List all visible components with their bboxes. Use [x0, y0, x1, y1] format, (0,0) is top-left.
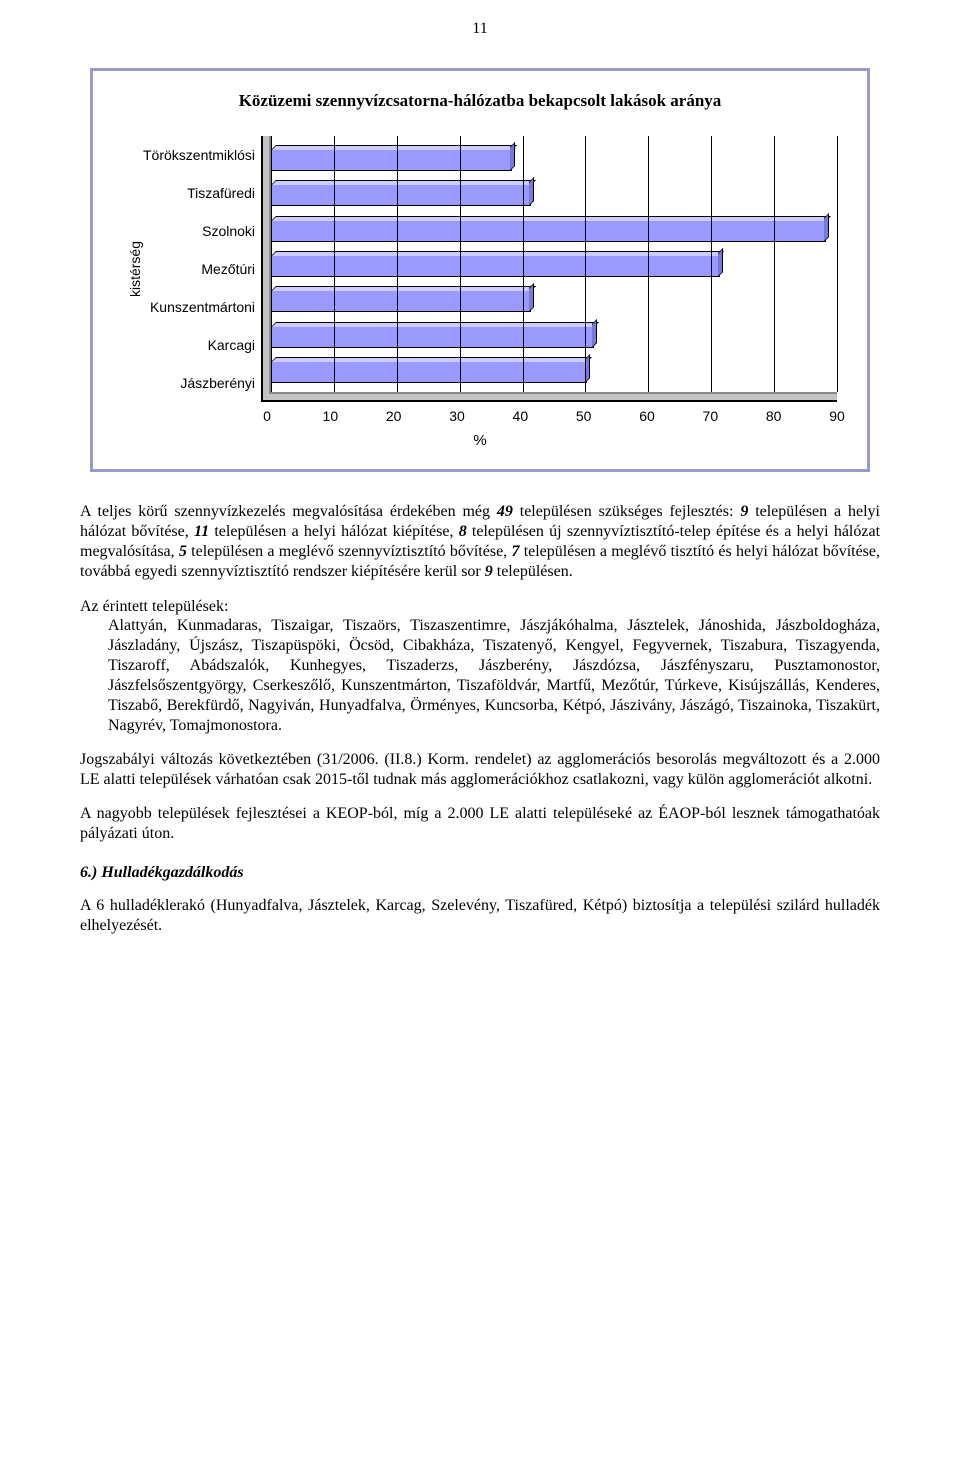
- x-tick-label: 60: [639, 408, 655, 424]
- paragraph-3: A nagyobb települések fejlesztései a KEO…: [80, 804, 880, 844]
- y-tick-label: Tiszafüredi: [143, 174, 255, 212]
- x-tick-label: 80: [766, 408, 782, 424]
- plot-area: [261, 136, 837, 402]
- settlement-list: Alattyán, Kunmadaras, Tiszaigar, Tiszaör…: [108, 616, 880, 736]
- bar: [271, 286, 837, 312]
- x-tick-label: 10: [323, 408, 339, 424]
- list-intro: Az érintett települések:: [80, 598, 880, 616]
- x-axis: 0102030405060708090: [123, 408, 837, 428]
- paragraph-4: A 6 hulladéklerakó (Hunyadfalva, Jásztel…: [80, 896, 880, 936]
- page-number: 11: [80, 20, 880, 38]
- gridline: [460, 136, 461, 392]
- gridline: [711, 136, 712, 392]
- bars-group: [271, 136, 837, 392]
- bar: [271, 145, 837, 171]
- y-tick-label: Szolnoki: [143, 212, 255, 250]
- y-tick-label: Karcagi: [143, 326, 255, 364]
- number: 9: [485, 563, 493, 580]
- x-tick-label: 40: [513, 408, 529, 424]
- gridline: [271, 136, 272, 392]
- text: településen szükséges fejlesztés:: [513, 503, 740, 520]
- y-tick-label: Kunszentmártoni: [143, 288, 255, 326]
- x-axis-label: %: [123, 432, 837, 449]
- bar: [271, 251, 837, 277]
- x-tick-label: 90: [829, 408, 845, 424]
- number: 8: [459, 523, 467, 540]
- text: A teljes körű szennyvízkezelés megvalósí…: [80, 503, 497, 520]
- section-header: 6.) Hulladékgazdálkodás: [80, 864, 880, 882]
- chart-container: Közüzemi szennyvízcsatorna-hálózatba bek…: [90, 68, 870, 472]
- number: 11: [194, 523, 209, 540]
- gridline: [523, 136, 524, 392]
- x-axis-spacer: [123, 408, 267, 428]
- y-tick-label: Jászberényi: [143, 364, 255, 402]
- gridline: [774, 136, 775, 392]
- x-tick-labels: 0102030405060708090: [267, 408, 837, 428]
- bar: [271, 357, 837, 383]
- x-tick-label: 30: [449, 408, 465, 424]
- bar: [271, 322, 837, 348]
- y-axis-label: kistérség: [123, 241, 143, 297]
- gridline: [837, 136, 838, 392]
- y-tick-label: Törökszentmiklósi: [143, 136, 255, 174]
- number: 49: [497, 503, 513, 520]
- text: településen a meglévő szennyvíztisztító …: [187, 543, 512, 560]
- paragraph-2: Jogszabályi változás következtében (31/2…: [80, 750, 880, 790]
- bar: [271, 216, 837, 242]
- number: 5: [179, 543, 187, 560]
- x-tick-label: 0: [263, 408, 271, 424]
- bar: [271, 180, 837, 206]
- gridline: [334, 136, 335, 392]
- y-tick-label: Mezőtúri: [143, 250, 255, 288]
- text: településen.: [493, 563, 573, 580]
- text: településen a helyi hálózat kiépítése,: [209, 523, 459, 540]
- chart-body: kistérség TörökszentmiklósiTiszafürediSz…: [123, 136, 837, 402]
- page: 11 Közüzemi szennyvízcsatorna-hálózatba …: [0, 0, 960, 990]
- x-tick-label: 20: [386, 408, 402, 424]
- gridline: [397, 136, 398, 392]
- gridline: [648, 136, 649, 392]
- chart-title: Közüzemi szennyvízcsatorna-hálózatba bek…: [123, 91, 837, 111]
- paragraph-1: A teljes körű szennyvízkezelés megvalósí…: [80, 502, 880, 582]
- x-tick-label: 50: [576, 408, 592, 424]
- y-tick-labels: TörökszentmiklósiTiszafürediSzolnokiMező…: [143, 136, 261, 402]
- gridline: [585, 136, 586, 392]
- plot-inner: [269, 136, 837, 394]
- x-tick-label: 70: [703, 408, 719, 424]
